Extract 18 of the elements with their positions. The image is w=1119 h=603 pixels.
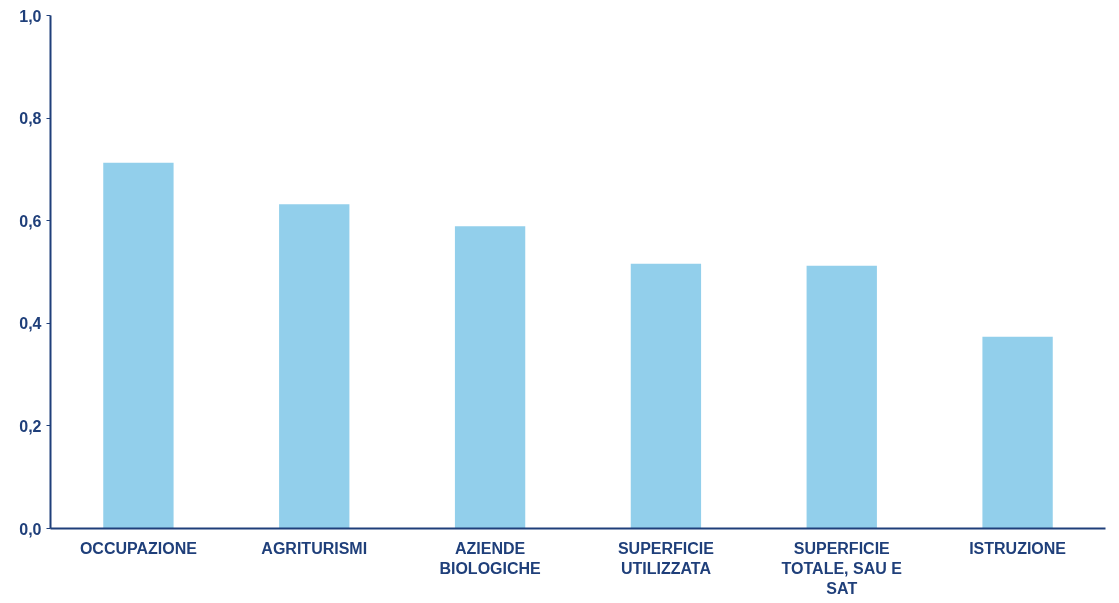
bar <box>454 226 526 529</box>
y-tick-label: 0,0 <box>19 520 42 538</box>
bar <box>630 263 702 529</box>
y-tick-label: 0,2 <box>19 417 42 435</box>
x-tick-label: SUPERFICIE UTILIZZATA <box>617 539 715 577</box>
bar <box>279 204 350 529</box>
x-tick-label: SUPERFICIE TOTALE, SAU E SAT <box>781 539 903 598</box>
bar <box>982 336 1053 529</box>
x-tick-label: OCCUPAZIONE <box>79 539 198 557</box>
x-tick-label: AZIENDE BIOLOGICHE <box>439 539 542 577</box>
x-tick-label: ISTRUZIONE <box>969 539 1067 557</box>
bar <box>806 265 877 529</box>
bar <box>103 162 174 529</box>
y-tick-label: 1,0 <box>19 7 42 25</box>
y-tick-label: 0,8 <box>19 110 42 128</box>
x-tick-label: AGRITURISMI <box>261 539 368 557</box>
y-tick-label: 0,4 <box>19 315 42 333</box>
y-tick-label: 0,6 <box>19 212 42 230</box>
